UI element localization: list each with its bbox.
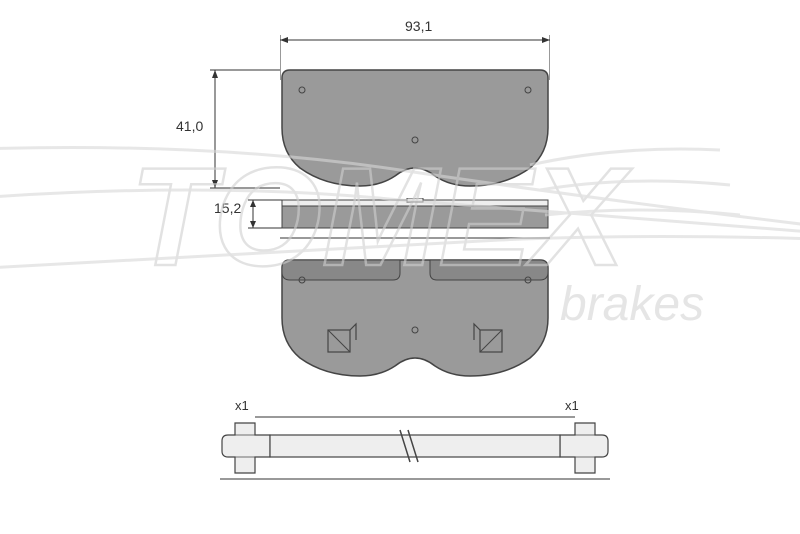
thickness-dimension bbox=[248, 198, 283, 230]
clip-assembly bbox=[220, 415, 610, 485]
height-dimension bbox=[210, 68, 280, 190]
brake-pad-bottom bbox=[280, 258, 550, 380]
svg-text:brakes: brakes bbox=[560, 278, 704, 331]
thickness-label: 15,2 bbox=[214, 200, 241, 216]
height-label: 41,0 bbox=[176, 118, 203, 134]
brake-pad-top bbox=[280, 68, 550, 190]
brake-pad-side bbox=[280, 198, 550, 242]
clip-qty-left: x1 bbox=[235, 398, 249, 413]
width-label: 93,1 bbox=[405, 18, 432, 34]
clip-qty-right: x1 bbox=[565, 398, 579, 413]
diagram-container: 93,1 41,0 15,2 bbox=[0, 0, 800, 534]
